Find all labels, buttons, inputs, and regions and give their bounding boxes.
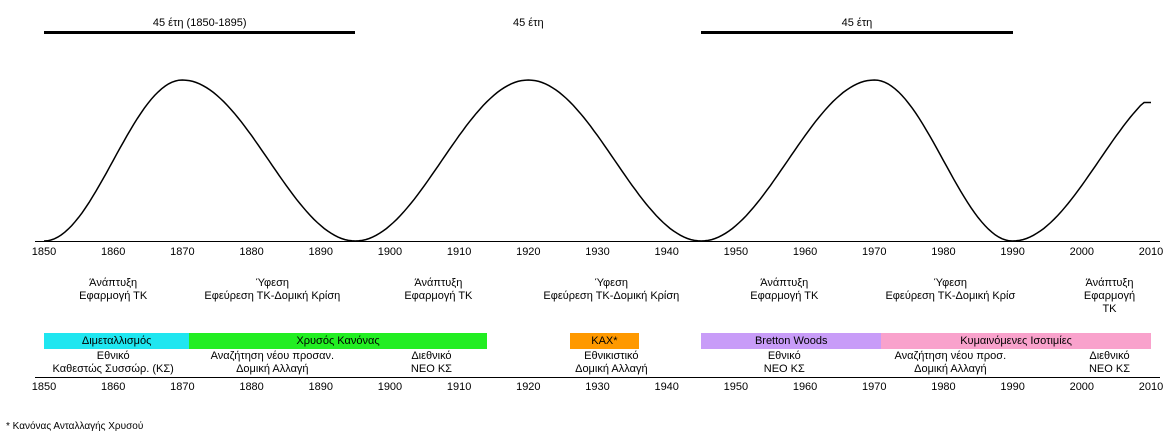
year-tick: 1890 <box>308 246 333 258</box>
year-tick: 1930 <box>585 246 610 258</box>
regime-note-line2: Δομική Αλλαγή <box>914 363 987 375</box>
phase-label: Ύφεση Εφεύρεση ΤΚ-Δομική Κρίση <box>204 277 340 303</box>
regime-note: Αναζήτηση νέου προσ. Δομική Αλλαγή <box>895 350 1007 376</box>
year-tick: 1850 <box>31 246 57 258</box>
period-label: 45 έτη <box>512 17 544 29</box>
regime-note-line1: Αναζήτηση νέου προσαν. <box>210 350 335 362</box>
phase-label-line1: Ύφεση <box>933 277 968 289</box>
regime-note-line2: ΝΕΟ ΚΣ <box>763 363 805 375</box>
regime-note: Εθνικό Καθεστώς Συσσώρ. (ΚΣ) <box>53 350 174 376</box>
period-bar <box>701 31 1013 34</box>
year-tick: 1970 <box>862 381 887 393</box>
regime-note: Διεθνικό ΝΕΟ ΚΣ <box>1089 350 1130 376</box>
phase-label: Άνάπτυξη Εφαρμογή ΤΚ <box>1077 277 1142 316</box>
regime-note-line1: Διεθνικό <box>1089 350 1130 362</box>
year-tick: 1960 <box>792 246 818 258</box>
year-tick: 1910 <box>446 246 472 258</box>
regime-note-line2: Δομική Αλλαγή <box>575 363 648 375</box>
year-tick: 1870 <box>170 246 195 258</box>
regime-band: Χρυσός Κανόνας <box>189 333 487 349</box>
regime-note-line2: ΝΕΟ ΚΣ <box>1088 363 1130 375</box>
regime-note-line2: Καθεστώς Συσσώρ. (ΚΣ) <box>52 363 174 375</box>
phase-label-line2: Εφαρμογή ΤΚ <box>404 290 473 302</box>
phase-label-line1: Άνάπτυξη <box>1085 277 1134 289</box>
year-tick: 1880 <box>239 246 264 258</box>
kondratieff-wave-curve <box>43 79 1151 242</box>
footnote: * Κανόνας Ανταλλαγής Χρυσού <box>6 421 144 432</box>
year-tick: 1930 <box>585 381 610 393</box>
year-tick: 1890 <box>308 381 333 393</box>
period-label: 45 έτη <box>841 17 873 29</box>
regime-note-line1: Διεθνικό <box>411 350 452 362</box>
year-tick: 1980 <box>931 381 956 393</box>
year-tick: 1860 <box>100 246 126 258</box>
year-tick: 1900 <box>377 381 403 393</box>
year-tick: 1920 <box>516 246 541 258</box>
period-bar <box>44 31 356 34</box>
regime-band: Bretton Woods <box>701 333 882 349</box>
phase-label-line2: Εφεύρεση ΤΚ-Δομική Κρίση <box>543 290 680 302</box>
regime-note-line2: ΝΕΟ ΚΣ <box>410 363 452 375</box>
year-tick: 1870 <box>170 381 195 393</box>
year-tick: 1990 <box>1000 381 1025 393</box>
phase-label: Ύφεση Εφεύρεση ΤΚ-Δομική Κρίσ <box>885 277 1015 303</box>
regime-note: Εθνικιστικό Δομική Αλλαγή <box>575 350 647 376</box>
phase-label: Ύφεση Εφεύρεση ΤΚ-Δομική Κρίση <box>543 277 679 303</box>
phase-label: Άνάπτυξη Εφαρμογή ΤΚ <box>404 277 472 303</box>
phase-label: Άνάπτυξη Εφαρμογή ΤΚ <box>750 277 818 303</box>
year-tick: 1950 <box>723 381 749 393</box>
year-tick: 1860 <box>100 381 126 393</box>
regime-band: Διμεταλλισμός <box>44 333 190 349</box>
year-tick: 1940 <box>654 381 679 393</box>
year-tick: 1950 <box>723 246 749 258</box>
phase-label: Άνάπτυξη Εφαρμογή ΤΚ <box>79 277 147 303</box>
year-tick: 1940 <box>654 246 679 258</box>
phase-label-line2: Εφαρμογή ΤΚ <box>79 290 148 302</box>
period-label: 45 έτη (1850-1895) <box>152 17 247 29</box>
regime-band: Κυμαινόμενες Ισοτιμίες <box>881 333 1151 349</box>
phase-label-line1: Άνάπτυξη <box>414 277 463 289</box>
regime-note: Διεθνικό ΝΕΟ ΚΣ <box>411 350 452 376</box>
year-tick: 2000 <box>1069 381 1095 393</box>
regime-note-line1: Εθνικό <box>767 350 801 362</box>
phase-label-line1: Άνάπτυξη <box>760 277 809 289</box>
year-tick: 1880 <box>239 381 264 393</box>
phase-label-line2: Εφεύρεση ΤΚ-Δομική Κρίση <box>204 290 341 302</box>
phase-label-line2: Εφαρμογή ΤΚ <box>1083 290 1136 315</box>
year-tick: 1990 <box>1000 246 1025 258</box>
phase-label-line2: Εφαρμογή ΤΚ <box>750 290 819 302</box>
year-tick: 2000 <box>1069 246 1095 258</box>
year-tick: 1970 <box>862 246 887 258</box>
year-tick: 1910 <box>446 381 472 393</box>
phase-label-line1: Ύφεση <box>255 277 289 289</box>
year-tick: 1920 <box>516 381 541 393</box>
regime-note-line1: Αναζήτηση νέου προσ. <box>894 350 1007 362</box>
regime-band: ΚΑΧ* <box>569 333 639 349</box>
phase-label-line2: Εφεύρεση ΤΚ-Δομική Κρίσ <box>885 290 1016 302</box>
year-tick: 2010 <box>1138 381 1164 393</box>
regime-note-line1: Εθνικό <box>96 350 130 362</box>
year-tick: 1850 <box>31 381 57 393</box>
regime-note-line2: Δομική Αλλαγή <box>236 363 309 375</box>
year-tick: 1980 <box>931 246 956 258</box>
phase-label-line1: Άνάπτυξη <box>89 277 138 289</box>
regime-note: Εθνικό ΝΕΟ ΚΣ <box>764 350 805 376</box>
year-tick: 1960 <box>792 381 818 393</box>
year-tick: 2010 <box>1138 246 1164 258</box>
year-tick: 1900 <box>377 246 403 258</box>
regime-note-line1: Εθνικιστικό <box>584 350 639 362</box>
regime-note: Αναζήτηση νέου προσαν. Δομική Αλλαγή <box>211 350 334 376</box>
phase-label-line1: Ύφεση <box>594 277 628 289</box>
